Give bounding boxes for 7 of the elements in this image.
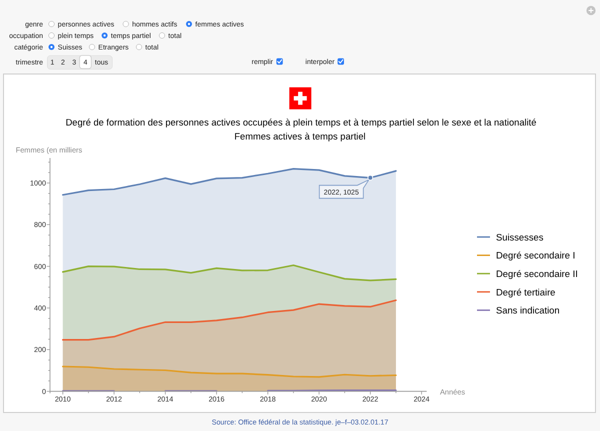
chart-subtitle: Femmes actives à temps partiel bbox=[234, 132, 366, 142]
legend-label: Suissesses bbox=[496, 231, 544, 242]
chart-title: Degré de formation des personnes actives occupées à plein temps et à temps partiel selon le sexe et la nationalité bbox=[66, 118, 536, 128]
legend-label: Sans indication bbox=[496, 304, 560, 316]
legend-label: Degré secondaire I bbox=[496, 250, 576, 261]
legend-label: Degré tertiaire bbox=[496, 286, 556, 298]
legend-label: Degré secondaire II bbox=[496, 268, 578, 279]
